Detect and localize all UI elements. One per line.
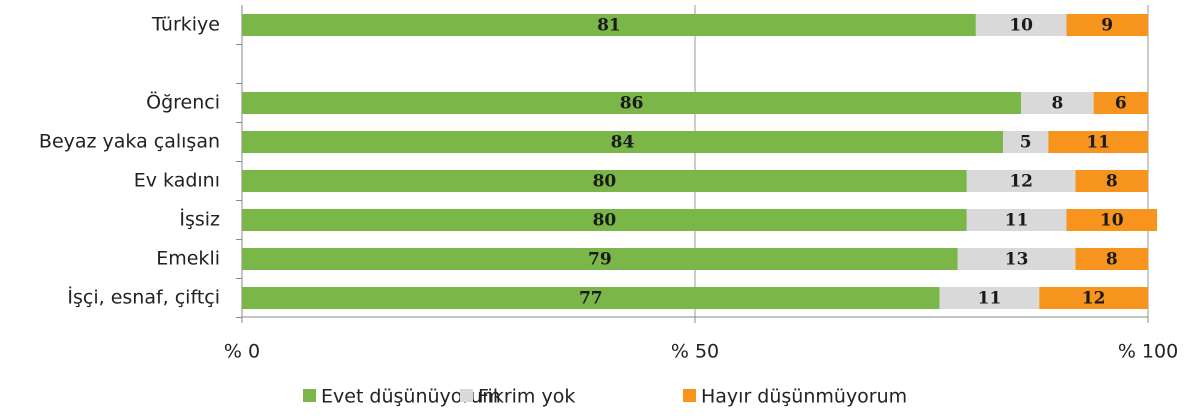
data-label: 79 [588, 250, 612, 270]
bar-segment [966, 209, 1067, 231]
data-label: 10 [1009, 16, 1033, 36]
bar-segment [242, 248, 958, 270]
data-label: 11 [1086, 133, 1110, 153]
data-label: 80 [593, 211, 617, 231]
legend-swatch [303, 389, 316, 402]
bar-segment [1066, 14, 1148, 36]
data-label: 8 [1051, 94, 1063, 114]
data-label: 12 [1009, 172, 1033, 192]
bar-segment [242, 287, 940, 309]
bar-segment [242, 92, 1022, 114]
data-label: 80 [593, 172, 617, 192]
y-tick-label: İşçi, esnaf, çiftçi [67, 286, 220, 309]
bar-segment [1039, 287, 1148, 309]
y-tick-label: Emekli [156, 248, 220, 270]
legend-label: Fikrim yok [478, 386, 575, 408]
data-label: 12 [1082, 289, 1106, 309]
data-label: 11 [1005, 211, 1029, 231]
bar-segment [242, 209, 967, 231]
bar-segment [1066, 209, 1158, 231]
bar-segment [1021, 92, 1094, 114]
legend-swatch [683, 389, 696, 402]
x-tick-label: % 0 [224, 341, 260, 363]
bar-segment [966, 170, 1076, 192]
legend-label: Evet düşünüyorum [321, 386, 501, 408]
x-tick-label: % 50 [671, 341, 719, 363]
data-label: 77 [579, 289, 603, 309]
data-label: 81 [597, 16, 621, 36]
bar-segment [957, 248, 1076, 270]
data-label: 8 [1106, 250, 1118, 270]
y-tick-label: Ev kadını [134, 170, 220, 192]
data-label: 9 [1101, 16, 1113, 36]
data-label: 10 [1100, 211, 1124, 231]
data-label: 8 [1106, 172, 1118, 192]
y-tick-label: Beyaz yaka çalışan [39, 131, 220, 153]
bar-segment [1075, 170, 1148, 192]
bar-segment [939, 287, 1040, 309]
y-tick-label: Türkiye [151, 14, 220, 36]
legend-label: Hayır düşünmüyorum [701, 386, 907, 408]
bar-segment [1075, 248, 1148, 270]
data-label: 84 [611, 133, 635, 153]
y-tick-label: İşsiz [179, 208, 220, 231]
bar-segment [1003, 131, 1049, 153]
x-tick-label: % 100 [1118, 341, 1178, 363]
data-label: 13 [1005, 250, 1029, 270]
data-label: 11 [978, 289, 1002, 309]
bar-segment [975, 14, 1067, 36]
data-label: 86 [620, 94, 644, 114]
legend-swatch [460, 389, 473, 402]
y-tick-label: Öğrenci [146, 91, 220, 114]
data-label: 6 [1115, 94, 1127, 114]
bar-segment [1048, 131, 1148, 153]
bar-segment [242, 170, 967, 192]
bar-segment [242, 131, 1004, 153]
bar-segment [1093, 92, 1148, 114]
bar-segment [242, 14, 976, 36]
data-label: 5 [1020, 133, 1032, 153]
